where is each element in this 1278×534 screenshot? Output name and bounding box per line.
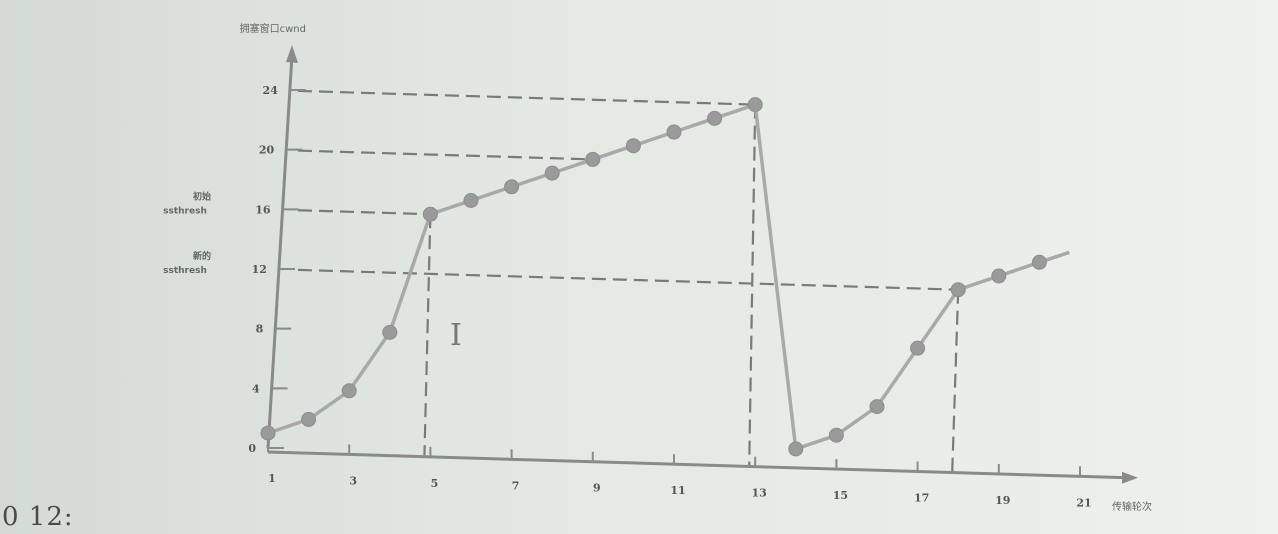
data-point	[585, 151, 601, 167]
x-tick-label: 9	[593, 482, 601, 495]
y-tick-label: 0	[248, 442, 256, 455]
y-tick-label: 24	[263, 84, 279, 97]
data-point	[991, 268, 1007, 284]
y-tick-label: 20	[259, 144, 275, 157]
data-point	[828, 427, 844, 443]
data-point	[747, 97, 763, 113]
text-cursor-icon: I	[450, 318, 462, 353]
annotation-label: ssthresh	[163, 266, 207, 276]
y-tick-label: 12	[252, 263, 267, 276]
series-line	[260, 97, 1070, 457]
data-point	[260, 425, 276, 441]
x-tick-label: 19	[995, 494, 1010, 507]
y-tick-label: 4	[252, 382, 260, 395]
x-tick-label: 3	[349, 474, 357, 487]
data-point	[544, 165, 560, 181]
x-axis	[267, 450, 1129, 480]
y-axis	[266, 54, 294, 449]
guide-horizontal	[297, 209, 431, 216]
y-tick-label: 8	[256, 323, 264, 336]
data-point	[1031, 254, 1047, 270]
data-point	[788, 441, 804, 457]
guide-vertical	[423, 214, 432, 457]
data-point	[422, 206, 438, 222]
data-point	[707, 110, 723, 126]
data-point	[910, 340, 926, 356]
data-point	[950, 282, 966, 298]
axes	[266, 45, 1138, 484]
x-tick-label: 7	[512, 479, 520, 492]
data-point	[504, 179, 520, 195]
footer-text: 0 12:	[2, 502, 74, 532]
data-point	[625, 138, 641, 154]
x-axis-arrow	[1122, 471, 1138, 484]
series-drop	[753, 104, 798, 450]
y-axis-arrow	[286, 45, 298, 63]
x-tick-label: 5	[431, 477, 439, 490]
x-axis-title: 传输轮次	[1112, 500, 1152, 513]
guide-vertical	[748, 104, 757, 467]
data-point	[341, 383, 357, 399]
guide-horizontal	[297, 89, 756, 106]
annotation-label: ssthresh	[163, 206, 207, 216]
data-point	[869, 399, 885, 415]
y-tick-label: 16	[255, 203, 271, 216]
guide-horizontal	[297, 149, 593, 161]
data-point	[301, 411, 317, 427]
x-tick-label: 13	[752, 487, 767, 500]
x-tick-label: 11	[670, 484, 685, 497]
guide-lines	[297, 89, 960, 473]
x-tick-label: 21	[1076, 496, 1091, 509]
guide-horizontal	[297, 268, 959, 291]
series-segment	[267, 102, 756, 435]
x-tick-label: 15	[833, 489, 848, 502]
guide-vertical	[951, 289, 960, 473]
x-tick-label: 17	[914, 491, 929, 504]
annotation-cn: 初始	[193, 190, 211, 202]
y-axis-title: 拥塞窗口cwnd	[240, 22, 306, 35]
data-point	[382, 324, 398, 340]
data-point	[666, 124, 682, 140]
data-point	[463, 193, 479, 209]
annotation-cn: 新的	[193, 250, 211, 262]
x-tick-label: 1	[268, 472, 276, 485]
